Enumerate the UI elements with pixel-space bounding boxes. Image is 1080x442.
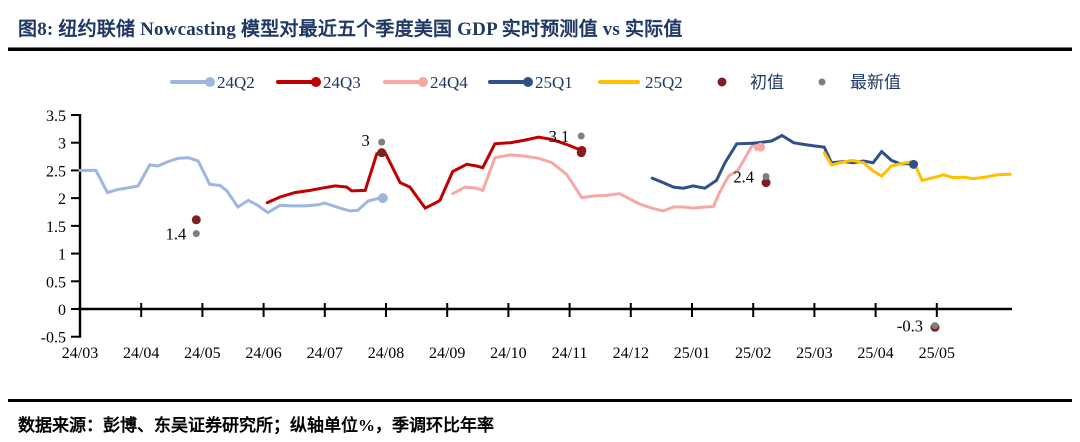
series-24Q3-line [265, 135, 584, 211]
series-24Q2-line [78, 156, 385, 215]
title-divider [8, 47, 1072, 51]
series-24Q4-end-dot [756, 142, 766, 152]
legend-item-24Q2: 24Q2 [170, 73, 255, 92]
dot-最新值 [762, 173, 770, 181]
footer-divider [8, 399, 1072, 402]
x-tick-label: 24/04 [123, 345, 159, 362]
legend: 24Q2 24Q3 24Q4 25Q1 25Q2 初值 最新值 [170, 73, 901, 92]
x-tick-label: 24/09 [429, 345, 465, 362]
legend-item-初值: 初值 [717, 73, 784, 92]
y-tick-label: 1.5 [46, 219, 66, 236]
legend-label: 24Q3 [323, 73, 361, 92]
legend-label: 24Q2 [217, 73, 255, 92]
legend-item-25Q1: 25Q1 [488, 73, 573, 92]
annotation-1.4: 1.4 [166, 225, 187, 244]
y-tick-label: 3.5 [46, 108, 66, 125]
x-tick-label: 25/04 [857, 345, 893, 362]
dots-初值 [191, 148, 940, 332]
legend-label: 24Q4 [430, 73, 468, 92]
dots-最新值 [192, 132, 939, 330]
series-24Q4 [451, 140, 762, 213]
legend-item-25Q2: 25Q2 [598, 73, 683, 92]
y-tick-label: 0.5 [46, 274, 66, 291]
legend-dot-swatch [523, 77, 533, 87]
legend-dot-swatch [205, 77, 215, 87]
dot-初值 [191, 215, 201, 225]
y-tick-label: 1 [58, 247, 66, 264]
x-tick-label: 25/03 [796, 345, 832, 362]
x-tick-label: 24/03 [62, 345, 98, 362]
annotation-3: 3 [361, 131, 369, 150]
dot-最新值 [192, 230, 200, 238]
series-24Q2-end-dot [377, 193, 388, 204]
dot-最新值 [577, 132, 585, 140]
series-25Q1-end-dot [909, 159, 919, 169]
x-tick-label: 24/07 [307, 345, 343, 362]
y-axis: 3.5 3 2.5 2 1.5 1 0.5 0 -0.5 [41, 108, 82, 347]
figure-title: 图8: 纽约联储 Nowcasting 模型对最近五个季度美国 GDP 实时预测… [18, 19, 683, 40]
annotation--0.3: -0.3 [897, 317, 923, 336]
y-tick-label: 0 [58, 302, 66, 319]
legend-label: 25Q1 [535, 73, 573, 92]
y-tick-label: 2.5 [46, 163, 66, 180]
legend-dot-swatch [818, 78, 826, 86]
dot-最新值 [931, 322, 939, 330]
dot-初值 [576, 148, 586, 158]
x-tick-label: 25/05 [919, 345, 955, 362]
legend-item-24Q3: 24Q3 [276, 73, 361, 92]
legend-label: 25Q2 [645, 73, 683, 92]
legend-label: 初值 [750, 73, 784, 92]
series-25Q1 [650, 133, 915, 190]
annotation-3.1: 3.1 [549, 127, 570, 146]
dot-最新值 [378, 138, 386, 146]
legend-dot-swatch [418, 77, 428, 87]
x-tick-label: 25/01 [674, 345, 710, 362]
legend-item-24Q4: 24Q4 [383, 73, 468, 92]
x-tick-label: 24/11 [552, 345, 588, 362]
legend-item-最新值: 最新值 [818, 73, 901, 92]
legend-dot-swatch [717, 77, 727, 87]
dot-初值 [761, 178, 771, 188]
series-24Q2 [78, 156, 385, 215]
y-tick-label: 3 [58, 136, 66, 153]
x-tick-label: 25/02 [735, 345, 771, 362]
y-tick-label: 2 [58, 191, 66, 208]
legend-label: 最新值 [850, 73, 901, 92]
dot-初值 [377, 148, 387, 158]
x-tick-label: 24/05 [184, 345, 220, 362]
source-note: 数据来源：彭博、东吴证券研究所；纵轴单位%，季调环比年率 [18, 416, 494, 435]
x-axis: 24/03 24/04 24/05 24/06 24/07 24/08 24/09 24/10… [62, 303, 1012, 362]
y-tick-label: -0.5 [41, 330, 66, 347]
series-25Q1-line [650, 133, 915, 190]
x-tick-label: 24/10 [490, 345, 526, 362]
x-tick-label: 24/12 [613, 345, 649, 362]
x-tick-label: 24/06 [245, 345, 281, 362]
series-24Q4-line [451, 140, 762, 213]
legend-dot-swatch [311, 77, 321, 87]
annotation-2.4: 2.4 [733, 168, 754, 187]
x-tick-label: 24/08 [368, 345, 404, 362]
series-24Q3 [265, 135, 584, 211]
annotations: 1.4 3 3.1 2.4 -0.3 [166, 127, 923, 336]
